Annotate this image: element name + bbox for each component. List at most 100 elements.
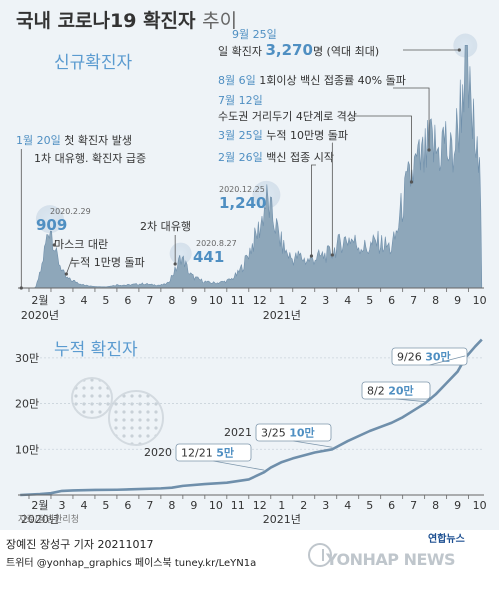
x-tick-label-1: 4 bbox=[80, 294, 87, 307]
year-label-2: 2020년 bbox=[21, 513, 59, 526]
callout-leader bbox=[293, 440, 333, 448]
ann-vaccine40-part-1: 1회이상 백신 접종률 40% 돌파 bbox=[259, 74, 406, 87]
cumulative-subtitle: 누적 확진자 bbox=[54, 340, 138, 360]
ann-mask-part-0: 마스크 대란 bbox=[54, 238, 108, 251]
x-tick-label-1: 4 bbox=[344, 294, 351, 307]
yonhap-logo-icon bbox=[308, 543, 332, 567]
callout-year: 2020 bbox=[144, 446, 172, 459]
x-tick-label-2: 8 bbox=[432, 499, 439, 512]
year-label-1: 2021년 bbox=[263, 309, 301, 322]
title-main: 국내 코로나19 확진자 bbox=[16, 10, 196, 32]
ann-peak3-date-part-0: 2020.12.25 bbox=[219, 185, 265, 194]
x-tick-label-1: 2 bbox=[300, 294, 307, 307]
year-label-2: 2021년 bbox=[263, 513, 301, 526]
callout-text: 12/21 5만 bbox=[181, 446, 234, 460]
x-tick-label-2: 11 bbox=[231, 499, 245, 512]
x-tick-label-1: 7 bbox=[146, 294, 153, 307]
x-tick-label-1: 2월 bbox=[31, 294, 48, 307]
x-tick-label-1: 6 bbox=[124, 294, 131, 307]
callout-value: 30만 bbox=[425, 350, 450, 364]
ann-cum100k-part-1: 누적 10만명 돌파 bbox=[266, 129, 348, 142]
y-tick-label-2: 30만 bbox=[15, 352, 39, 365]
x-tick-label-2: 2월 bbox=[31, 499, 48, 512]
ann-level4-line bbox=[352, 115, 412, 182]
title-light: 추이 bbox=[202, 10, 238, 32]
ann-record-part-1: 3,270 bbox=[265, 41, 312, 59]
ann-vaccine-start-line bbox=[311, 164, 316, 256]
new-cases-subtitle: 신규확진자 bbox=[54, 53, 133, 73]
ann-peak1-value-part-0: 909 bbox=[36, 216, 67, 234]
ann-cum100k: 3월 25일 누적 10만명 돌파 bbox=[218, 128, 348, 142]
ann-level4-line-dot bbox=[409, 180, 414, 184]
x-tick-label-1: 7 bbox=[410, 294, 417, 307]
footer: 장예진 장성구 기자 20211017 트위터 @yonhap_graphics… bbox=[0, 530, 499, 589]
ann-peak2-value: 441 bbox=[193, 248, 224, 266]
ann-cum10k-line bbox=[65, 258, 73, 275]
graphic-frame: 국내 코로나19 확진자 추이 신규확진자 2월 3 4 5 6 7 8 9 10 11 12 1 2 3… bbox=[0, 0, 499, 530]
x-tick-label-1: 11 bbox=[231, 294, 245, 307]
x-tick-label-2: 5 bbox=[102, 499, 109, 512]
social-links: 트위터 @yonhap_graphics 페이스북 tuney.kr/LeYN1… bbox=[6, 558, 257, 569]
ann-cum100k-line-dot bbox=[330, 253, 334, 257]
ann-peak3-value-part-0: 1,240 bbox=[219, 194, 266, 212]
ann-record-date-part-0: 9월 25일 bbox=[232, 27, 277, 41]
ann-cum10k-part-0: 누적 1만명 돌파 bbox=[70, 256, 145, 269]
brand-watermark: YONHAP NEWS bbox=[326, 550, 456, 569]
callout-date: 3/25 bbox=[261, 427, 289, 440]
ann-peak2-value-part-0: 441 bbox=[193, 248, 224, 266]
ann-vaccine-start-line-dot bbox=[309, 254, 314, 258]
x-tick-label-1: 10 bbox=[209, 294, 223, 307]
x-tick-label-2: 4 bbox=[80, 499, 87, 512]
callout-value: 10만 bbox=[289, 426, 314, 440]
callout-leader bbox=[213, 460, 265, 471]
source-note: 자료/질병관리청 bbox=[18, 513, 79, 525]
x-tick-label-2: 5 bbox=[366, 499, 373, 512]
x-tick-label-1: 6 bbox=[388, 294, 395, 307]
callout-date: 8/2 bbox=[367, 385, 388, 398]
cumulative-line bbox=[20, 338, 483, 497]
x-tick-label-2: 6 bbox=[124, 499, 131, 512]
x-tick-label-2: 9 bbox=[454, 499, 461, 512]
ann-vaccine40-part-0: 8월 6일 bbox=[218, 73, 259, 87]
ann-record-part-2: 명 (역대 최대) bbox=[313, 45, 379, 58]
x-tick-label-1: 5 bbox=[366, 294, 373, 307]
x-tick-label-1: 3 bbox=[322, 294, 329, 307]
callout-leader bbox=[395, 398, 425, 402]
ann-level4-part-0: 수도권 거리두기 4단계로 격상 bbox=[218, 110, 357, 123]
x-tick-label-1: 10 bbox=[473, 294, 487, 307]
ann-record-date: 9월 25일 bbox=[232, 27, 277, 41]
x-tick-label-2: 7 bbox=[410, 499, 417, 512]
x-tick-label-2: 6 bbox=[388, 499, 395, 512]
callout-text: 3/25 10만 bbox=[261, 426, 315, 440]
ann-vaccine-start: 2월 26일 백신 접종 시작 bbox=[218, 150, 334, 164]
ann-mask: 마스크 대란 bbox=[54, 238, 108, 251]
x-tick-label-2: 1 bbox=[278, 499, 285, 512]
x-tick-label-1: 9 bbox=[190, 294, 197, 307]
x-tick-label-2: 12 bbox=[253, 499, 267, 512]
ann-peak3-date: 2020.12.25 bbox=[219, 185, 265, 194]
page-title: 국내 코로나19 확진자 추이 bbox=[16, 6, 237, 33]
x-tick-label-1: 12 bbox=[253, 294, 267, 307]
ann-cum10k-line-dot bbox=[64, 272, 68, 276]
x-tick-label-1: 9 bbox=[454, 294, 461, 307]
callout-text: 9/26 30만 bbox=[397, 350, 451, 364]
x-tick-label-2: 2 bbox=[300, 499, 307, 512]
ann-first-case-line-dot bbox=[19, 286, 23, 290]
x-tick-label-2: 3 bbox=[58, 499, 65, 512]
ann-mask-line-dot bbox=[52, 243, 56, 247]
ann-level4-date-part-0: 7월 12일 bbox=[218, 93, 263, 107]
ann-record-part-0: 일 확진자 bbox=[218, 44, 265, 58]
x-tick-label-1: 1 bbox=[278, 294, 285, 307]
x-tick-label-1: 5 bbox=[102, 294, 109, 307]
callout-year: 2021 bbox=[224, 426, 252, 439]
y-tick-label-2: 10만 bbox=[15, 443, 39, 456]
ann-peak2-date: 2020.8.27 bbox=[196, 239, 237, 248]
callout-value: 20만 bbox=[388, 384, 413, 398]
ann-second-wave-part-0: 2차 대유행 bbox=[140, 220, 191, 233]
callout-date: 12/21 bbox=[181, 447, 216, 460]
ann-first-wave: 1차 대유행. 확진자 급증 bbox=[34, 152, 146, 165]
callout-text: 8/2 20만 bbox=[367, 384, 414, 398]
ann-peak1-value: 909 bbox=[36, 216, 67, 234]
ann-vaccine40-line bbox=[393, 87, 430, 150]
